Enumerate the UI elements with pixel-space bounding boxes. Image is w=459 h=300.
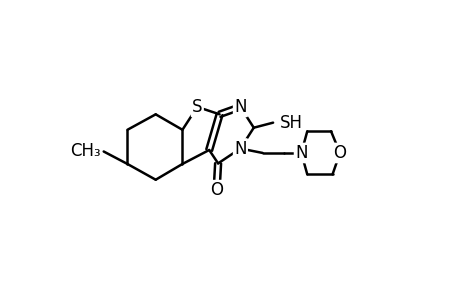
Text: SH: SH bbox=[279, 114, 302, 132]
Text: S: S bbox=[192, 98, 202, 116]
Text: O: O bbox=[210, 181, 223, 199]
Text: CH₃: CH₃ bbox=[70, 142, 101, 160]
Text: O: O bbox=[333, 144, 346, 162]
Text: N: N bbox=[294, 144, 307, 162]
Text: N: N bbox=[234, 140, 246, 158]
Text: N: N bbox=[234, 98, 246, 116]
